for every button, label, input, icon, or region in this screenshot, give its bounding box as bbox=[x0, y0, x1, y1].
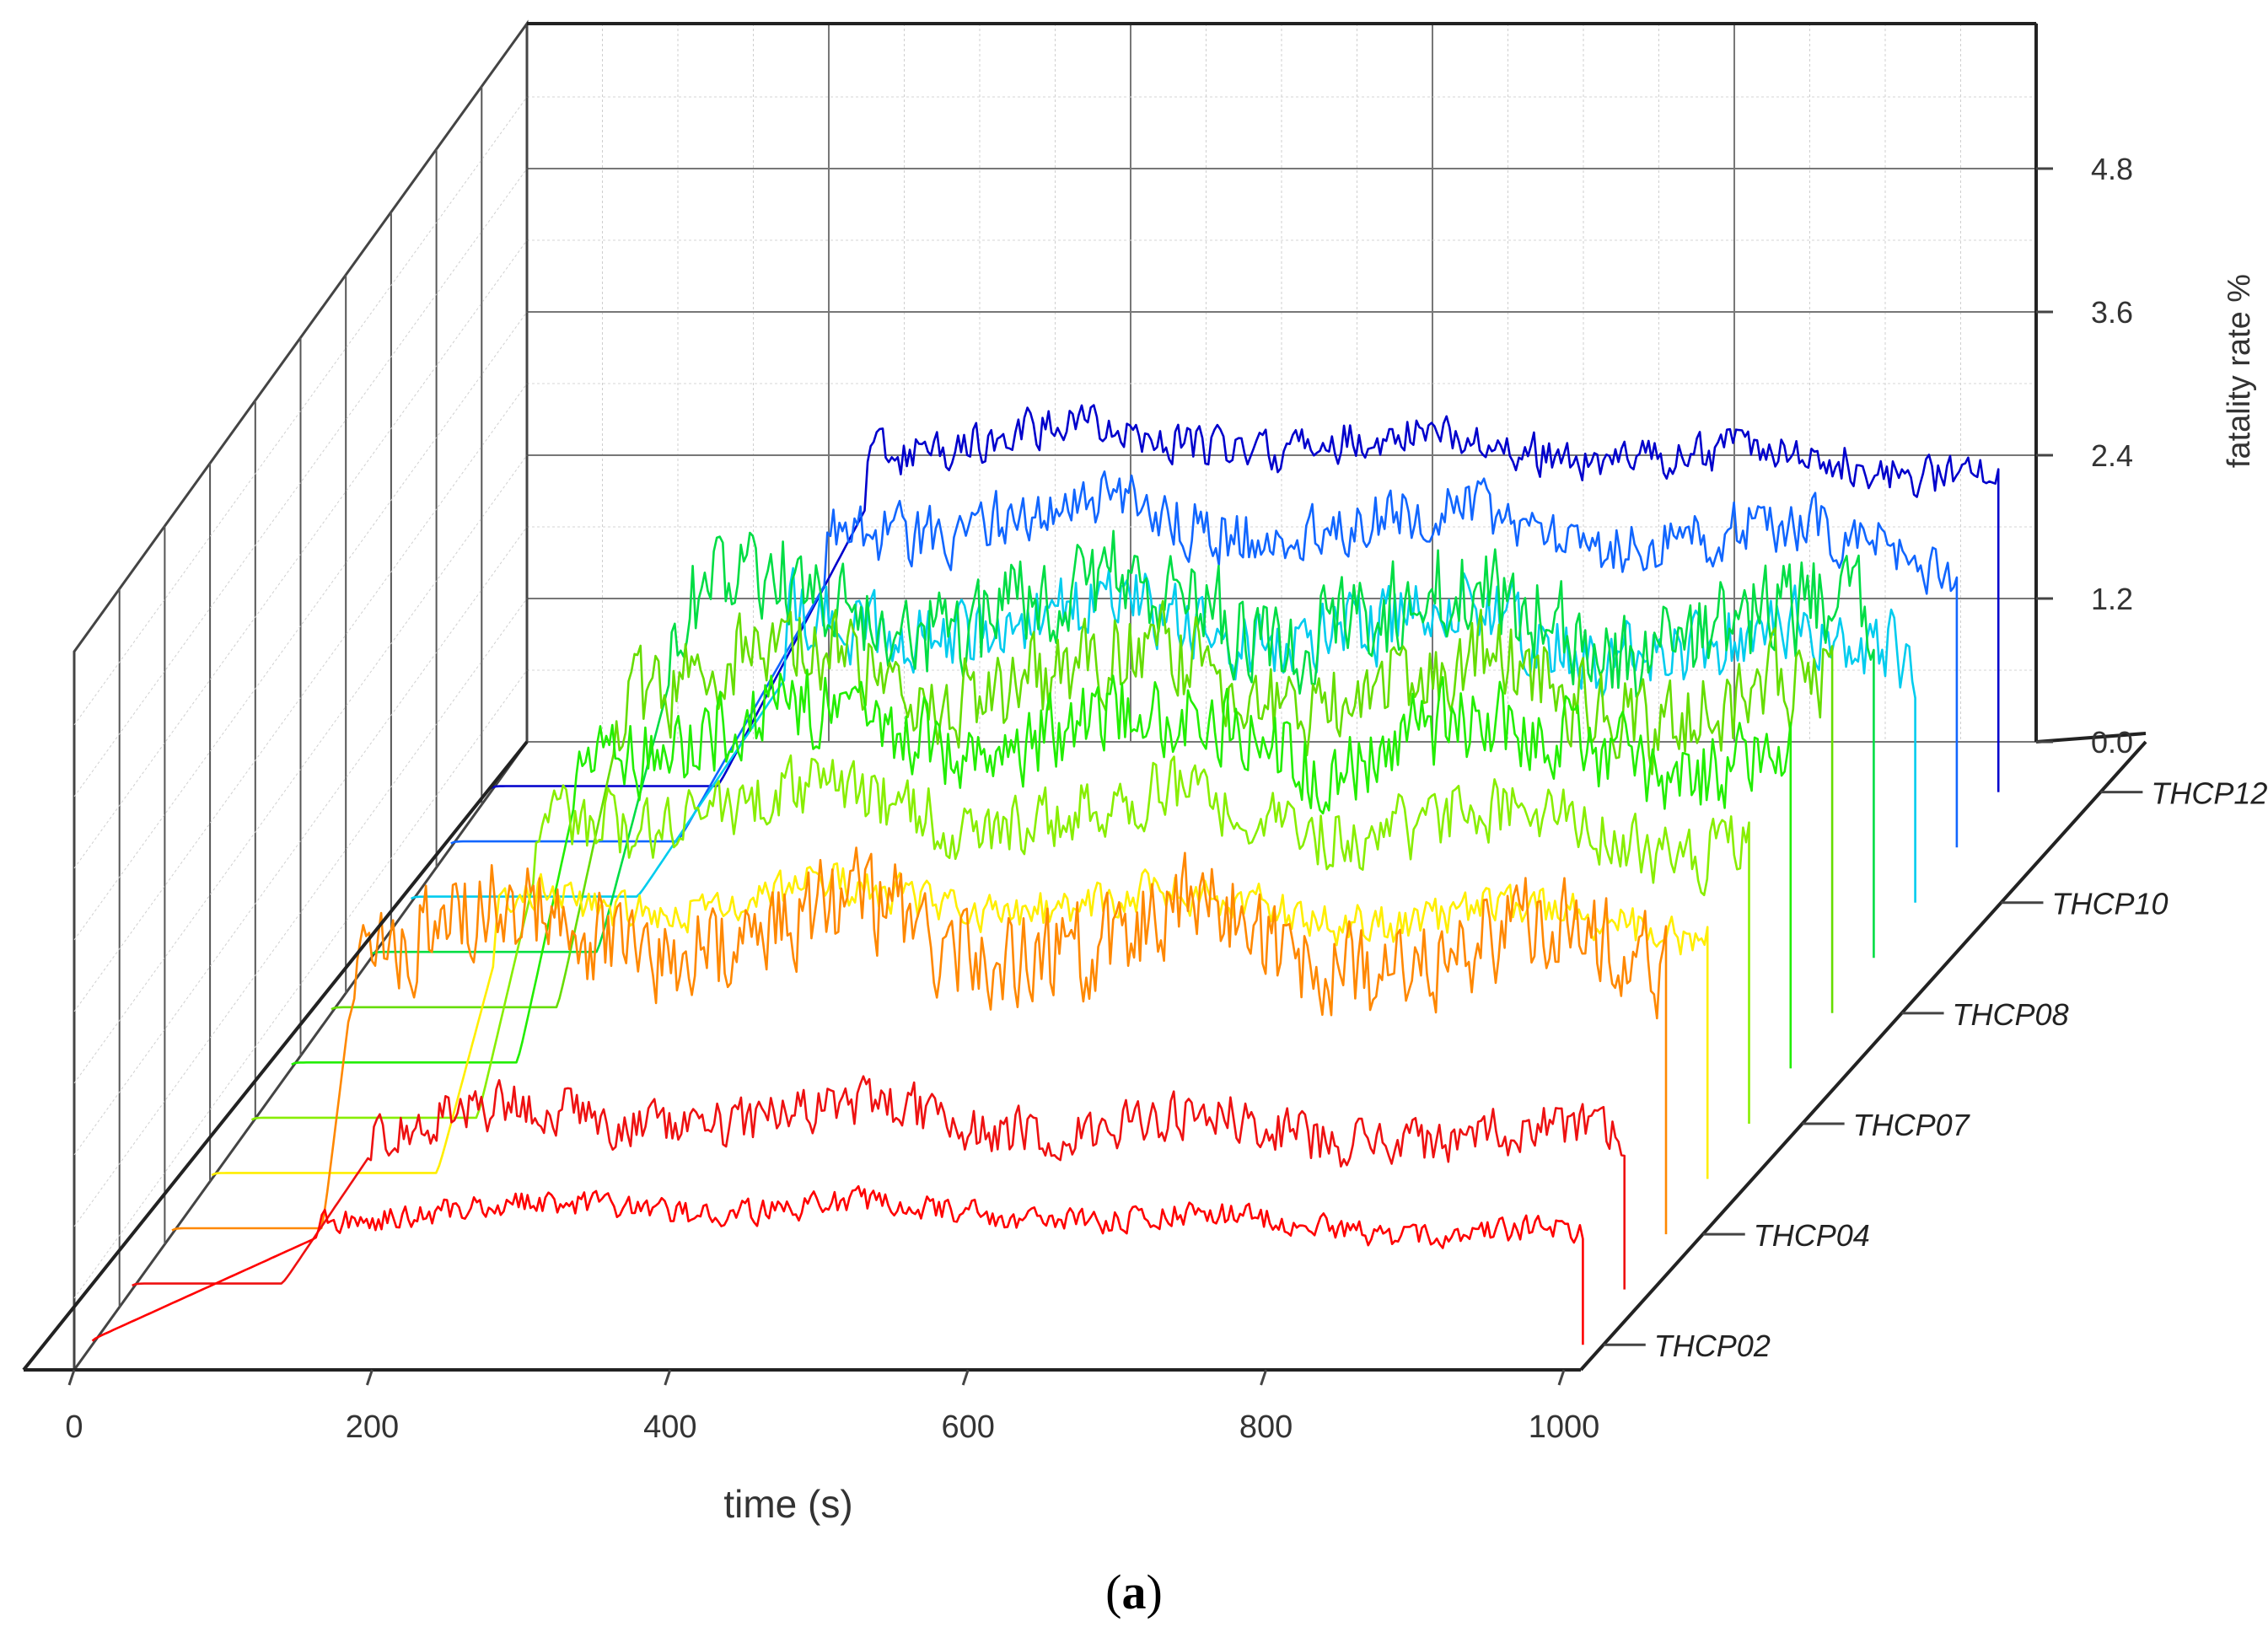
depth-axis-line bbox=[1579, 740, 2147, 1372]
x-tick-label: 0 bbox=[65, 1409, 83, 1445]
x-axis-title: time (s) bbox=[723, 1482, 852, 1526]
series-layer bbox=[91, 404, 2000, 1345]
series-line-thcp10 bbox=[410, 566, 1916, 903]
series-line-thcp03 bbox=[132, 1075, 1626, 1290]
x-tick-label: 400 bbox=[643, 1409, 696, 1445]
series-line-thcp11 bbox=[450, 470, 1959, 848]
right-floor-edge bbox=[2035, 732, 2147, 744]
z-tick-label: 1.2 bbox=[2091, 582, 2133, 616]
x-tick-label: 600 bbox=[941, 1409, 994, 1445]
z-tick-label: 3.6 bbox=[2091, 295, 2133, 330]
z-tick-label: 4.8 bbox=[2091, 152, 2133, 186]
x-tick-label: 1000 bbox=[1529, 1409, 1600, 1445]
x-tick-label: 200 bbox=[346, 1409, 399, 1445]
series-line-thcp06 bbox=[250, 754, 1750, 1124]
series-line-thcp07 bbox=[291, 668, 1792, 1069]
z-tick-label: 2.4 bbox=[2091, 438, 2133, 473]
series-line-thcp08 bbox=[331, 599, 1834, 1013]
category-label: THCP02 bbox=[1654, 1329, 1771, 1363]
x-tick-mark bbox=[1260, 1369, 1268, 1386]
x-tick-mark bbox=[1557, 1369, 1566, 1386]
x-tick-mark bbox=[961, 1369, 970, 1386]
x-tick-mark bbox=[67, 1369, 76, 1386]
category-label: THCP10 bbox=[2051, 887, 2168, 921]
category-label: THCP04 bbox=[1754, 1218, 1870, 1253]
category-label: THCP08 bbox=[1953, 997, 2069, 1032]
z-axis-title: fatality rate % bbox=[2222, 274, 2257, 468]
left-floor-edge bbox=[22, 740, 529, 1372]
category-axis-labels: THCP02 THCP04 THCP07 THCP08 THCP10 THCP12 bbox=[1603, 776, 2267, 1363]
axes-frame bbox=[22, 22, 2147, 1372]
x-tick-label: 800 bbox=[1239, 1409, 1293, 1445]
figure-caption: (a) bbox=[1105, 1565, 1163, 1619]
category-label: THCP12 bbox=[2151, 776, 2267, 811]
x-tick-mark bbox=[365, 1369, 374, 1386]
z-axis-ticks: 0.0 1.2 2.4 3.6 4.8 bbox=[2036, 152, 2133, 760]
series-line-thcp04 bbox=[171, 846, 1668, 1235]
series-line-thcp09 bbox=[370, 529, 1875, 958]
x-axis-ticks: 0 200 400 600 800 1000 bbox=[65, 1369, 1600, 1445]
x-tick-mark bbox=[664, 1369, 672, 1386]
category-label: THCP07 bbox=[1853, 1108, 1971, 1142]
z-tick-label: 0.0 bbox=[2091, 725, 2133, 760]
series-line-thcp02 bbox=[91, 1184, 1584, 1345]
